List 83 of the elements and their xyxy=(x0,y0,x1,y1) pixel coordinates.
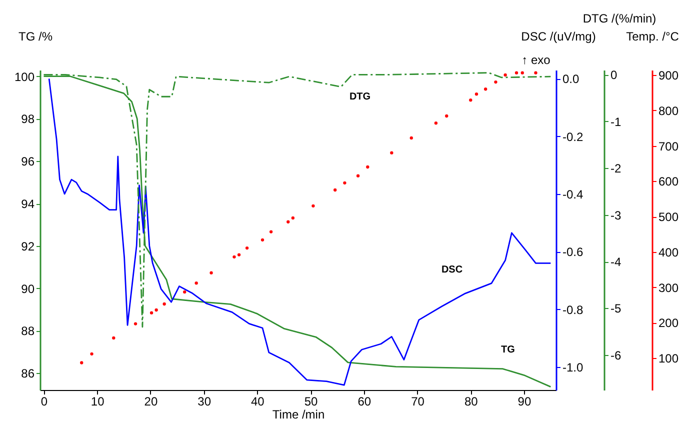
annotation: DSC xyxy=(441,264,463,276)
x-tick-label: 20 xyxy=(144,394,158,408)
x-tick-label: 60 xyxy=(358,394,372,408)
point xyxy=(410,136,413,140)
y2-tick-label: -0.2 xyxy=(562,130,584,144)
y-tick-label: 90 xyxy=(21,282,35,296)
point xyxy=(260,238,264,242)
y3-tick-label: -1 xyxy=(610,114,622,129)
point xyxy=(366,165,370,169)
y-tick-label: 92 xyxy=(21,239,35,254)
point xyxy=(445,114,448,118)
y-tick-label: 300 xyxy=(658,280,679,295)
point xyxy=(286,220,290,224)
point xyxy=(520,71,524,74)
y-tick-label: 200 xyxy=(658,316,679,330)
y-tick-label: 86 xyxy=(21,366,35,381)
point xyxy=(90,352,94,356)
point xyxy=(312,204,315,208)
point xyxy=(237,253,241,256)
y-tick-label: 88 xyxy=(21,324,35,338)
annotation: DTG xyxy=(349,92,371,102)
x-tick-label: 50 xyxy=(304,394,318,408)
x-tick-label: 0 xyxy=(40,394,48,408)
point xyxy=(150,311,154,314)
y-tick-label: 96 xyxy=(21,154,35,169)
point xyxy=(183,290,186,294)
point xyxy=(245,246,249,250)
y3-tick-label: 0 xyxy=(610,68,618,82)
y3-tick-label: -4 xyxy=(610,255,622,270)
y-tick-label: 900 xyxy=(658,68,679,82)
point xyxy=(80,361,84,364)
point xyxy=(194,282,198,285)
y-tick-label: 700 xyxy=(658,139,679,154)
x-tick-label: 80 xyxy=(464,394,478,408)
point xyxy=(334,188,337,192)
y-axis-title: Temp. /°C xyxy=(626,30,680,44)
point xyxy=(434,122,438,125)
point xyxy=(504,73,507,77)
y3-tick-label: -3 xyxy=(610,208,622,222)
text: ↑ exo xyxy=(522,53,550,67)
y3-tick-label: -2 xyxy=(610,162,622,176)
point xyxy=(484,88,488,91)
point xyxy=(356,174,360,178)
y3-axis-title: DTG /(%/min) xyxy=(582,12,656,26)
y-tick-label: 600 xyxy=(658,174,679,189)
y-axis-title: TG /% xyxy=(18,30,53,44)
point xyxy=(474,92,478,96)
point xyxy=(232,255,236,258)
point xyxy=(269,230,273,234)
y2-tick-label: -0.6 xyxy=(562,245,584,260)
y-tick-label: 100 xyxy=(658,352,679,366)
y-tick-label: 500 xyxy=(658,210,679,224)
y-tick-label: 94 xyxy=(21,197,35,212)
x-tick-label: 10 xyxy=(90,394,105,408)
point xyxy=(112,336,116,340)
y-tick-label: 98 xyxy=(21,112,35,126)
x-tick-label: 70 xyxy=(411,394,425,408)
y-tick-label: 100 xyxy=(14,70,35,84)
point xyxy=(162,302,166,306)
point xyxy=(469,98,472,102)
y2-tick-label: -1.0 xyxy=(562,360,584,374)
point xyxy=(210,271,213,274)
annotation: TG xyxy=(501,344,515,356)
y-tick-label: 400 xyxy=(658,245,679,260)
y2-tick-label: -0.4 xyxy=(562,187,584,202)
y-tick-label: 800 xyxy=(658,104,679,118)
point xyxy=(514,71,518,74)
point xyxy=(134,322,138,326)
x-tick-label: 90 xyxy=(518,394,532,408)
y3-tick-label: -6 xyxy=(610,348,622,362)
y2-tick-label: -0.8 xyxy=(562,302,584,317)
y2-axis-title: DSC /(uV/mg) xyxy=(521,30,596,44)
x-tick-label: 30 xyxy=(198,394,212,408)
point xyxy=(534,71,538,74)
point xyxy=(494,80,498,84)
x-axis-title: Time /min xyxy=(272,408,325,422)
point xyxy=(390,151,394,154)
y3-tick-label: -5 xyxy=(610,302,622,316)
point xyxy=(343,181,346,184)
point xyxy=(291,216,295,220)
x-tick-label: 40 xyxy=(251,394,265,408)
point xyxy=(154,308,158,312)
y2-tick-label: 0.0 xyxy=(562,72,580,86)
